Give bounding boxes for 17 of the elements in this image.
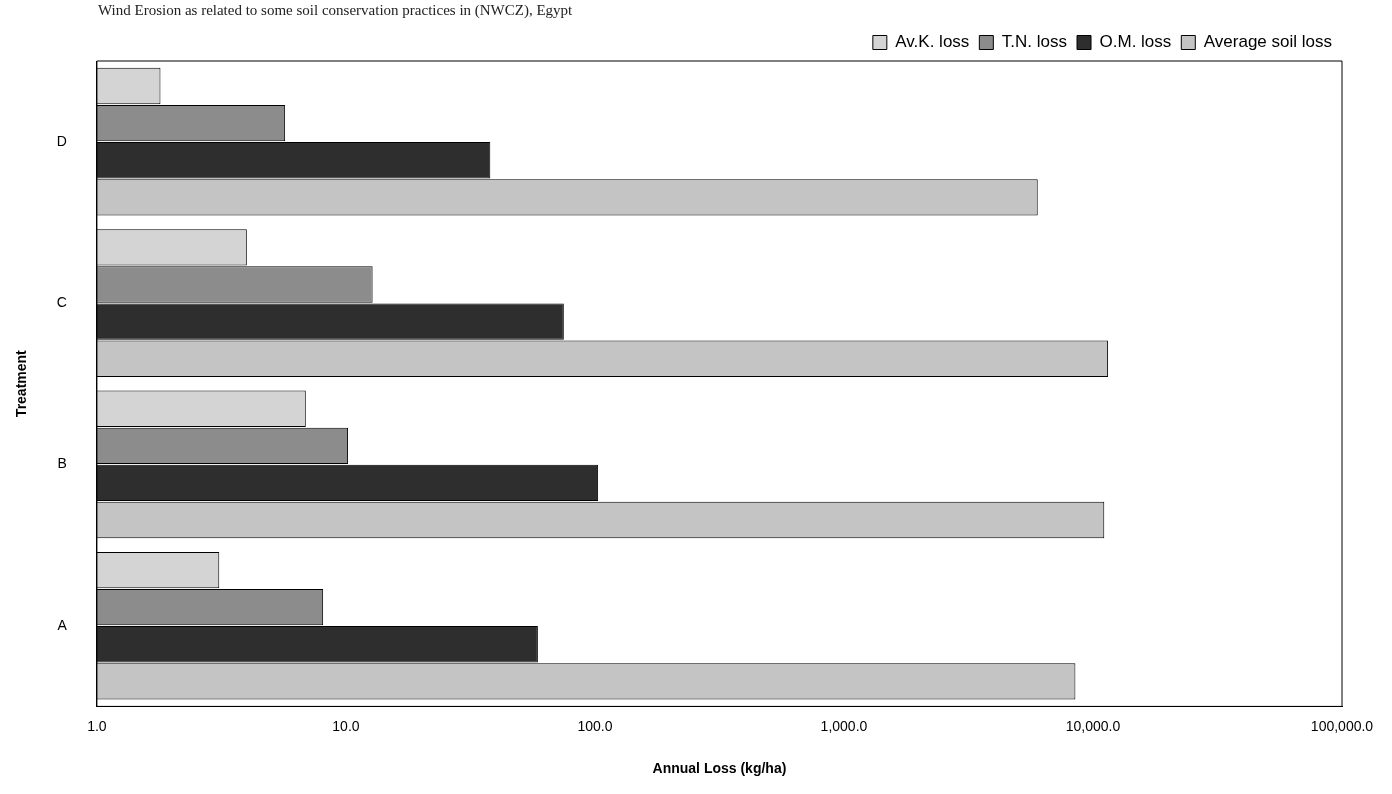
y-axis-title: Treatment xyxy=(13,349,30,418)
x-tick-label: 1.0 xyxy=(87,717,107,734)
legend-label: O.M. loss xyxy=(1099,32,1172,52)
x-tick-label: 100.0 xyxy=(577,717,613,734)
y-tick-label: A xyxy=(57,616,68,633)
chart-title: Wind Erosion as related to some soil conservation practices in (NWCZ), Egypt xyxy=(98,2,573,19)
y-tick-label: C xyxy=(56,293,67,310)
legend-label: Average soil loss xyxy=(1203,32,1333,52)
x-axis-title: Annual Loss (kg/ha) xyxy=(652,760,787,777)
x-tick-label: 1,000.0 xyxy=(820,717,868,734)
x-tick-label: 100,000.0 xyxy=(1310,717,1374,734)
legend-label: Av.K. loss xyxy=(895,32,970,52)
y-tick-label: B xyxy=(57,455,67,472)
y-tick-label: D xyxy=(56,132,67,149)
x-tick-label: 10.0 xyxy=(332,717,360,734)
legend-label: T.N. loss xyxy=(1001,32,1068,52)
x-tick-label: 10,000.0 xyxy=(1065,717,1121,734)
